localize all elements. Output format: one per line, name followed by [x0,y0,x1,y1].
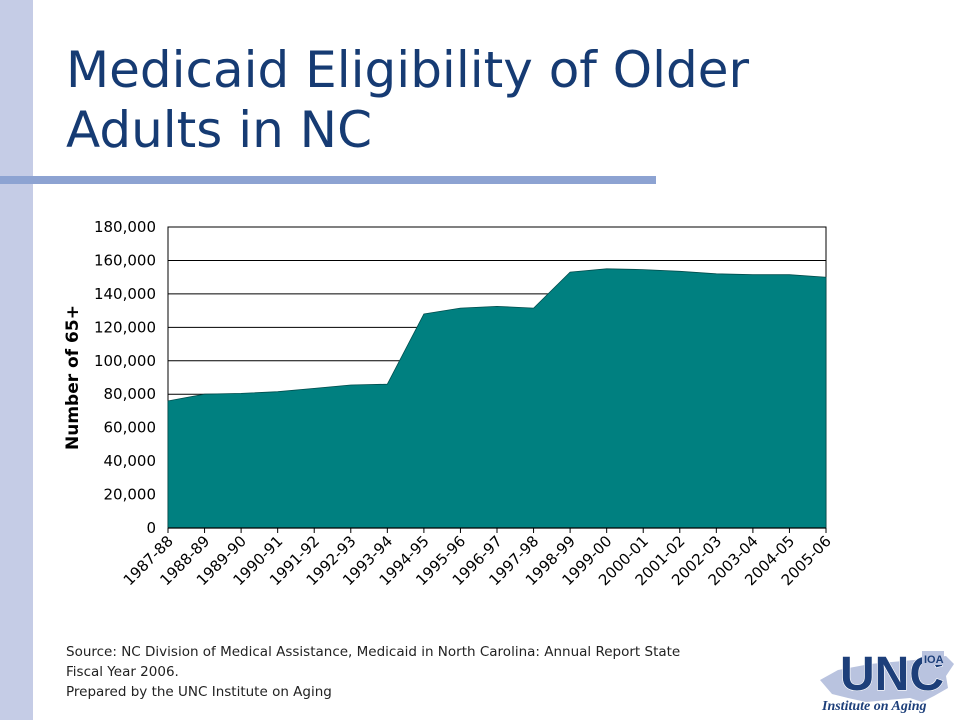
unc-ioa-logo: UNC IOA Institute on Aging [820,647,954,714]
source-line-3: Prepared by the UNC Institute on Aging [66,684,332,700]
y-tick-label-7: 140,000 [94,285,156,303]
y-tick-label-2: 40,000 [104,452,157,470]
source-line-1: Source: NC Division of Medical Assistanc… [66,644,681,660]
logo-subtitle: Institute on Aging [821,699,927,714]
y-tick-label-1: 20,000 [104,486,157,504]
logo-ioa-text: IOA [924,654,944,666]
slide-title-line-2: Adults in NC [66,101,372,159]
y-tick-label-6: 120,000 [94,318,156,336]
slide-title: Medicaid Eligibility of Older Adults in … [66,40,826,160]
source-note: Source: NC Division of Medical Assistanc… [66,642,826,702]
y-tick-label-3: 60,000 [104,419,157,437]
left-decorative-band [0,0,33,720]
logo-unc-text: UNC [840,648,944,701]
y-axis-label: Number of 65+ [63,305,83,450]
y-tick-label-0: 0 [146,519,156,537]
y-tick-label-8: 160,000 [94,251,156,269]
nc-state-shape [820,656,954,702]
slide-title-line-1: Medicaid Eligibility of Older [66,41,750,99]
logo-ioa-badge [922,651,944,665]
y-tick-label-4: 80,000 [104,385,157,403]
source-line-2: Fiscal Year 2006. [66,664,179,680]
y-tick-label-9: 180,000 [94,218,156,236]
title-underline-rule [0,176,656,184]
area-series [167,268,827,529]
y-tick-label-5: 100,000 [94,352,156,370]
